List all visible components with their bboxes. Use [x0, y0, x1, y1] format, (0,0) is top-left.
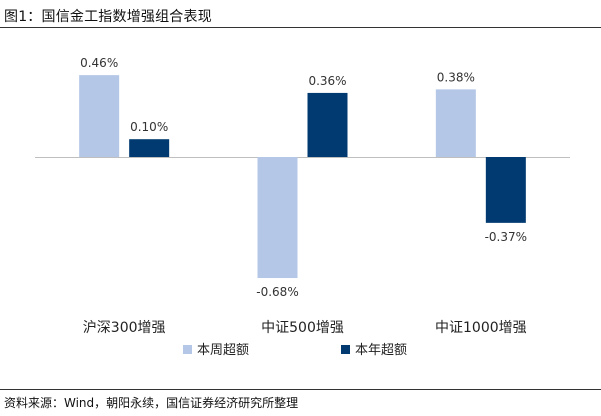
source-note: 资料来源：Wind，朝阳永续，国信证券经济研究所整理 — [4, 396, 299, 410]
category-label-2: 中证1000增强 — [435, 320, 527, 336]
bar-2-0 — [435, 89, 476, 157]
data-label-2-1: -0.37% — [485, 230, 527, 244]
bar-2-1 — [485, 157, 526, 223]
legend: 本周超额 本年超额 — [183, 343, 407, 358]
figure-title: 图1：国信金工指数增强组合表现 — [4, 9, 212, 25]
legend-label-1: 本年超额 — [355, 343, 407, 358]
category-labels-group: 沪深300增强 中证500增强 中证1000增强 — [83, 320, 527, 336]
bar-chart: 0.46% 0.10% -0.68% 0.36% 0.38% -0.37% 沪深300增强… — [35, 56, 570, 358]
data-labels-group: 0.46% 0.10% -0.68% 0.36% 0.38% -0.37% — [80, 56, 527, 299]
legend-swatch-1 — [341, 345, 350, 354]
bar-0-0 — [79, 75, 120, 157]
bar-1-0 — [257, 157, 298, 279]
data-label-0-0: 0.46% — [80, 56, 118, 70]
category-label-1: 中证500增强 — [261, 320, 344, 336]
data-label-2-0: 0.38% — [437, 70, 475, 84]
data-label-1-1: 0.36% — [308, 74, 346, 88]
source-divider — [0, 389, 601, 390]
title-divider — [0, 27, 601, 28]
category-label-0: 沪深300增强 — [83, 320, 166, 336]
data-label-1-0: -0.68% — [256, 285, 298, 299]
legend-swatch-0 — [183, 345, 192, 354]
bar-1-1 — [307, 92, 348, 157]
bar-0-1 — [129, 139, 170, 157]
bars-group — [79, 75, 526, 279]
legend-label-0: 本周超额 — [197, 343, 249, 358]
data-label-0-1: 0.10% — [130, 120, 168, 134]
